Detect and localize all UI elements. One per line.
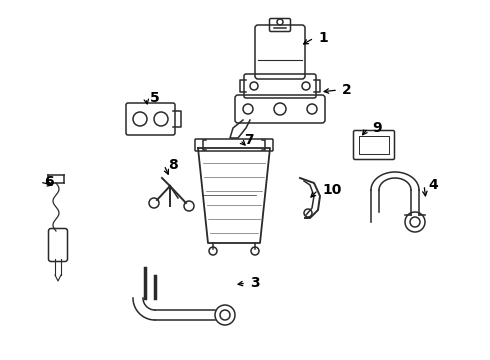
Text: 6: 6 [44,175,53,189]
Text: 1: 1 [318,31,328,45]
Text: 5: 5 [150,91,160,105]
Text: 10: 10 [322,183,342,197]
Text: 7: 7 [244,133,254,147]
Text: 4: 4 [428,178,438,192]
Text: 3: 3 [250,276,260,290]
Text: 2: 2 [342,83,352,97]
Text: 8: 8 [168,158,178,172]
Text: 9: 9 [372,121,382,135]
